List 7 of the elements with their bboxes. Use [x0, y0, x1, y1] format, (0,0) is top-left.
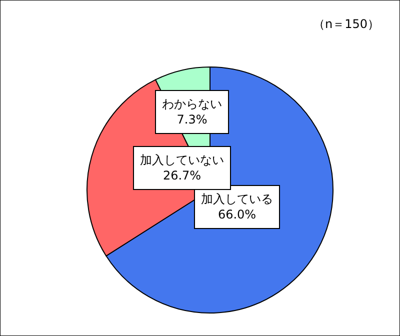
slice-label: わからない	[162, 97, 222, 111]
slice-label: 加入している	[201, 192, 273, 206]
slice-label: 加入していない	[140, 153, 224, 167]
data-label: 7.3%	[176, 112, 208, 127]
data-label: 26.7%	[162, 168, 202, 183]
text: （n＝150）	[313, 17, 380, 31]
data-label: 66.0%	[218, 208, 256, 222]
